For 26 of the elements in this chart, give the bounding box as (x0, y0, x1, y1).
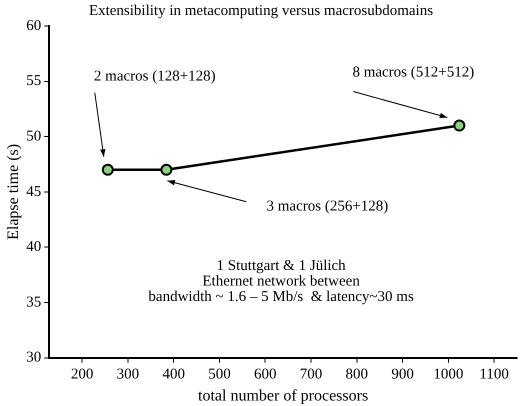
x-tick-label: 900 (391, 366, 414, 383)
annotation: 3 macros (256+128) (266, 198, 388, 215)
x-axis-title: total number of processors (198, 388, 368, 405)
annotation: Ethernet network between (202, 274, 360, 290)
x-tick-label: 800 (346, 366, 368, 383)
x-tick-label: 1000 (433, 366, 464, 383)
x-tick-label: 300 (116, 366, 140, 383)
x-tick-label: 700 (300, 366, 322, 383)
y-axis-title: Elapse time (s) (4, 144, 22, 240)
annotation: 1 Stuttgart & 1 Jülich (216, 258, 346, 274)
annotation: 2 macros (128+128) (94, 68, 216, 85)
x-tick-label: 1100 (479, 366, 509, 383)
y-tick-label: 30 (26, 350, 42, 366)
y-tick-label: 45 (26, 184, 42, 200)
x-tick-label: 500 (208, 366, 231, 383)
x-tick-label: 200 (70, 366, 94, 383)
y-tick-label: 60 (26, 18, 42, 34)
y-tick-label: 55 (26, 73, 42, 90)
chart-title: Extensibility in metacomputing versus macrosubdomains (88, 2, 434, 19)
y-tick-label: 35 (26, 294, 42, 310)
annotation: bandwidth ~ 1.6 – 5 Mb/s & latency~30 ms (148, 289, 414, 306)
annotation: 8 macros (512+512) (352, 64, 474, 80)
y-tick-label: 40 (26, 239, 42, 256)
x-tick-label: 600 (254, 366, 276, 383)
x-tick-label: 400 (162, 366, 185, 383)
y-tick-label: 50 (26, 128, 42, 145)
